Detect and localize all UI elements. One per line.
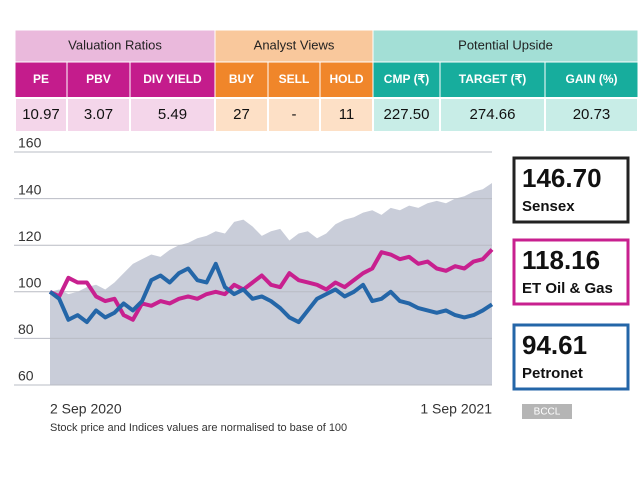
legend-value: 146.70 xyxy=(522,163,602,193)
cell-value: 20.73 xyxy=(573,106,611,123)
column-label: PBV xyxy=(86,72,111,86)
y-tick-label: 80 xyxy=(18,321,34,337)
cell-value: 227.50 xyxy=(384,106,430,123)
column-header xyxy=(14,61,68,99)
group-header xyxy=(214,29,374,63)
source-badge xyxy=(522,404,572,419)
value-cell xyxy=(319,97,374,133)
column-label: DIV YIELD xyxy=(143,72,202,86)
y-tick-label: 100 xyxy=(18,275,42,291)
column-label: SELL xyxy=(279,72,310,86)
line xyxy=(48,261,494,325)
legend-box xyxy=(512,323,630,391)
group-title: Potential Upside xyxy=(458,37,553,52)
group-header xyxy=(14,29,216,63)
column-label: HOLD xyxy=(330,72,364,86)
column-header xyxy=(319,61,374,99)
cell-value: - xyxy=(292,106,297,123)
column-header xyxy=(439,61,546,99)
value-cell xyxy=(214,97,269,133)
column-label: TARGET (₹) xyxy=(459,72,526,86)
value-cell xyxy=(14,97,68,133)
legend-value: 94.61 xyxy=(522,330,587,360)
cell-value: 3.07 xyxy=(84,106,113,123)
legend-name: Sensex xyxy=(522,198,575,215)
value-cell xyxy=(439,97,546,133)
y-tick-label: 160 xyxy=(18,135,42,151)
column-label: PE xyxy=(33,72,49,86)
value-cell xyxy=(267,97,321,133)
stats-table: Valuation Ratios PE 10.97 PBV 3.07 DIV YIELD 5… xyxy=(14,29,639,133)
cell-value: 5.49 xyxy=(158,106,187,123)
cell-value: 274.66 xyxy=(470,106,516,123)
group-title: Valuation Ratios xyxy=(68,37,162,52)
y-tick-label: 60 xyxy=(18,368,34,384)
y-tick-label: 120 xyxy=(18,228,42,244)
source-label: BCCL xyxy=(534,407,561,418)
line xyxy=(49,248,494,322)
legend-value: 118.16 xyxy=(522,245,600,275)
group-header xyxy=(372,29,639,63)
group-title: Analyst Views xyxy=(254,37,335,52)
column-label: CMP (₹) xyxy=(384,72,429,86)
column-header xyxy=(372,61,441,99)
value-cell xyxy=(372,97,441,133)
cell-value: 10.97 xyxy=(22,106,60,123)
x-tick-label: 2 Sep 2020 xyxy=(50,401,122,417)
column-label: GAIN (%) xyxy=(566,72,618,86)
value-cell xyxy=(66,97,131,133)
y-tick-label: 140 xyxy=(18,181,42,197)
chart: 60 80 100 120 140 160 2 Sep 2020 1 Sep 2021 146.… xyxy=(14,135,630,434)
legend-name: Petronet xyxy=(522,365,583,382)
cell-value: 27 xyxy=(233,106,250,123)
legend-box xyxy=(512,156,630,224)
x-tick-label: 1 Sep 2021 xyxy=(420,401,492,417)
column-header xyxy=(544,61,639,99)
legend-box xyxy=(512,238,630,306)
column-header xyxy=(214,61,269,99)
value-cell xyxy=(544,97,639,133)
footnote: Stock price and Indices values are norma… xyxy=(50,422,347,434)
legend-name: ET Oil & Gas xyxy=(522,280,613,297)
column-label: BUY xyxy=(229,72,254,86)
cell-value: 11 xyxy=(339,106,355,123)
